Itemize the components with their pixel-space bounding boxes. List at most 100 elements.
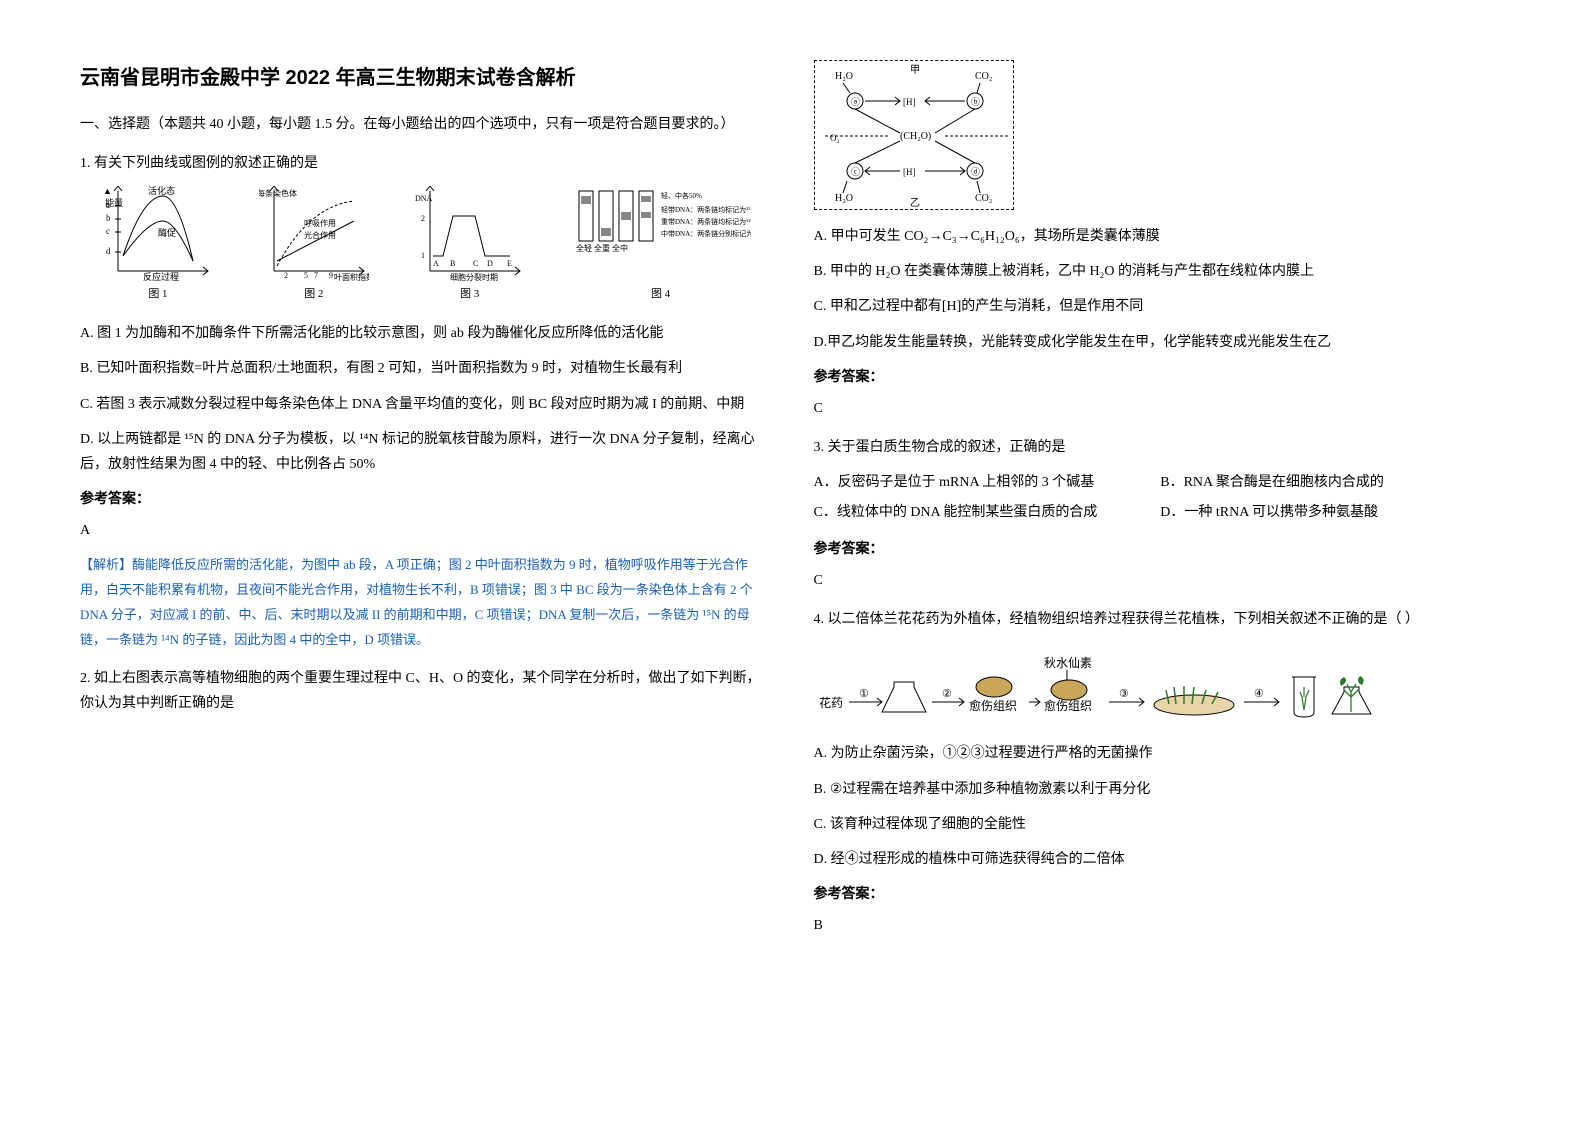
exam-title: 云南省昆明市金殿中学 2022 年高三生物期末试卷含解析	[80, 60, 774, 96]
section-1-header: 一、选择题（本题共 40 小题，每小题 1.5 分。在每小题给出的四个选项中，只…	[80, 112, 774, 137]
q1-option-c: C. 若图 3 表示减数分裂过程中每条染色体上 DNA 含量平均值的变化，则 B…	[80, 392, 774, 417]
q2-option-a: A. 甲中可发生 CO₂→C₃→C₆H₁₂O₆，其场所是类囊体薄膜	[814, 224, 1508, 249]
q2-option-c: C. 甲和乙过程中都有[H]的产生与消耗，但是作用不同	[814, 294, 1508, 319]
svg-text:O₂: O₂	[830, 133, 840, 143]
q2-body: 如上右图表示高等植物细胞的两个重要生理过程中 C、H、O 的变化，某个同学在分析…	[80, 671, 761, 711]
q1-option-d: D. 以上两链都是 ¹⁵N 的 DNA 分子为模板，以 ¹⁴N 标记的脱氧核苷酸…	[80, 427, 774, 477]
step-chart-icon: A B C D E DNA 2 1 细胞分裂时期	[415, 186, 525, 281]
q3-text: 3. 关于蛋白质生物合成的叙述，正确的是	[814, 435, 1508, 460]
figure-1: ▲ 能量 活化态 酶促 a b c d 反应过程 图 1	[103, 186, 213, 305]
question-1: 1. 有关下列曲线或图例的叙述正确的是 ▲ 能量 活化态 酶促 a	[80, 151, 774, 652]
svg-text:B: B	[450, 259, 455, 268]
q2-text: 2. 如上右图表示高等植物细胞的两个重要生理过程中 C、H、O 的变化，某个同学…	[80, 666, 774, 716]
svg-text:重带DNA：两条链均标记为¹⁴N: 重带DNA：两条链均标记为¹⁴N	[661, 217, 751, 226]
svg-text:CO₂: CO₂	[975, 193, 992, 204]
svg-text:7: 7	[314, 271, 318, 280]
q4-text: 4. 以二倍体兰花花药为外植体，经植物组织培养过程获得兰花植株，下列相关叙述不正…	[814, 607, 1508, 632]
q4-number: 4.	[814, 612, 825, 627]
q4-option-b: B. ②过程需在培养基中添加多种植物激素以利于再分化	[814, 777, 1508, 802]
svg-text:全轻 全重 全中: 全轻 全重 全中	[576, 243, 628, 253]
q3-option-a: A．反密码子是位于 mRNA 上相邻的 3 个碱基	[814, 470, 1161, 495]
line-chart-icon: 2 5 7 9 呼吸作用 光合作用 叶面积指数 每条染色体	[259, 186, 369, 281]
q3-number: 3.	[814, 440, 825, 455]
svg-text:轻、中各50%: 轻、中各50%	[661, 191, 702, 200]
q3-options: A．反密码子是位于 mRNA 上相邻的 3 个碱基 B．RNA 聚合酶是在细胞核…	[814, 470, 1508, 528]
figure-2: 2 5 7 9 呼吸作用 光合作用 叶面积指数 每条染色体 图 2	[259, 186, 369, 305]
q1-option-b: B. 已知叶面积指数=叶片总面积/土地面积，有图 2 可知，当叶面积指数为 9 …	[80, 356, 774, 381]
left-column: 云南省昆明市金殿中学 2022 年高三生物期末试卷含解析 一、选择题（本题共 4…	[80, 60, 774, 1062]
question-3: 3. 关于蛋白质生物合成的叙述，正确的是 A．反密码子是位于 mRNA 上相邻的…	[814, 435, 1508, 593]
svg-text:A: A	[433, 259, 439, 268]
svg-text:d: d	[106, 246, 111, 256]
svg-text:细胞分裂时期: 细胞分裂时期	[450, 272, 498, 281]
q4-option-d: D. 经④过程形成的植株中可筛选获得纯合的二倍体	[814, 847, 1508, 872]
svg-text:1: 1	[421, 251, 425, 260]
q4-option-a: A. 为防止杂菌污染，①②③过程要进行严格的无菌操作	[814, 741, 1508, 766]
svg-text:(CH₂O): (CH₂O)	[900, 131, 931, 142]
fig1-label: 图 1	[103, 285, 213, 305]
svg-text:光合作用: 光合作用	[304, 230, 336, 240]
svg-text:c: c	[106, 226, 110, 236]
q4-option-c: C. 该育种过程体现了细胞的全能性	[814, 812, 1508, 837]
svg-text:[H]: [H]	[903, 167, 916, 177]
svg-text:每条染色体: 每条染色体	[259, 188, 297, 198]
svg-text:ⓑ: ⓑ	[971, 97, 980, 107]
q3-option-b: B．RNA 聚合酶是在细胞核内合成的	[1160, 470, 1507, 495]
svg-text:2: 2	[284, 271, 288, 280]
q3-answer: C	[814, 568, 1508, 593]
fig2-label: 图 2	[259, 285, 369, 305]
question-2-start: 2. 如上右图表示高等植物细胞的两个重要生理过程中 C、H、O 的变化，某个同学…	[80, 666, 774, 716]
tube-diagram-icon: 全轻 全重 全中 轻、中各50% 轻带DNA：两条链均标记为¹⁵N 重带DNA：…	[571, 186, 751, 281]
q1-answer: A	[80, 518, 774, 543]
svg-text:2: 2	[421, 214, 425, 223]
figure-4: 全轻 全重 全中 轻、中各50% 轻带DNA：两条链均标记为¹⁵N 重带DNA：…	[571, 186, 751, 305]
q1-body: 有关下列曲线或图例的叙述正确的是	[94, 156, 318, 171]
svg-text:④: ④	[1254, 688, 1264, 700]
svg-text:[H]: [H]	[903, 97, 916, 107]
fig4-label: 图 4	[571, 285, 751, 305]
svg-text:ⓐ: ⓐ	[851, 97, 860, 107]
svg-text:③: ③	[1119, 688, 1129, 700]
q1-option-a: A. 图 1 为加酶和不加酶条件下所需活化能的比较示意图，则 ab 段为酶催化反…	[80, 321, 774, 346]
svg-text:反应过程: 反应过程	[143, 271, 179, 281]
q2-diagram: H₂O 甲 CO₂ ⓐ ⓑ [H] O₂ (CH₂O) ⓒ ⓓ	[814, 60, 1014, 210]
svg-text:乙: 乙	[910, 197, 920, 209]
svg-text:秋水仙素: 秋水仙素	[1044, 656, 1092, 670]
question-4: 4. 以二倍体兰花花药为外植体，经植物组织培养过程获得兰花植株，下列相关叙述不正…	[814, 607, 1508, 939]
q2-number: 2.	[80, 671, 91, 686]
svg-text:活化态: 活化态	[148, 186, 175, 196]
svg-text:D: D	[487, 259, 493, 268]
svg-text:DNA: DNA	[415, 194, 433, 203]
q4-body: 以二倍体兰花花药为外植体，经植物组织培养过程获得兰花植株，下列相关叙述不正确的是…	[828, 612, 1420, 627]
q3-option-c: C．线粒体中的 DNA 能控制某些蛋白质的合成	[814, 500, 1161, 525]
q1-figures: ▲ 能量 活化态 酶促 a b c d 反应过程 图 1	[80, 186, 774, 305]
q2-option-d: D.甲乙均能发生能量转换，光能转变成化学能发生在甲，化学能转变成光能发生在乙	[814, 330, 1508, 355]
metabolism-diagram-icon: H₂O 甲 CO₂ ⓐ ⓑ [H] O₂ (CH₂O) ⓒ ⓓ	[815, 61, 1015, 211]
svg-text:b: b	[106, 213, 111, 223]
q1-answer-label: 参考答案：	[80, 487, 774, 512]
svg-text:a: a	[106, 200, 110, 210]
svg-text:C: C	[473, 259, 478, 268]
svg-text:ⓓ: ⓓ	[971, 167, 980, 177]
q2-answer: C	[814, 396, 1508, 421]
svg-text:H₂O: H₂O	[835, 71, 853, 82]
right-column: H₂O 甲 CO₂ ⓐ ⓑ [H] O₂ (CH₂O) ⓒ ⓓ	[814, 60, 1508, 1062]
svg-text:①: ①	[859, 688, 869, 700]
q4-answer-label: 参考答案：	[814, 882, 1508, 907]
svg-text:甲: 甲	[910, 65, 920, 76]
q3-answer-label: 参考答案：	[814, 537, 1508, 562]
figure-3: A B C D E DNA 2 1 细胞分裂时期 图 3	[415, 186, 525, 305]
tissue-culture-flow-icon: 花药 ① ② 愈伤组织 秋水仙素 愈伤组织 ③	[814, 642, 1434, 722]
fig3-label: 图 3	[415, 285, 525, 305]
svg-text:ⓒ: ⓒ	[851, 167, 860, 177]
svg-text:9: 9	[329, 271, 333, 280]
svg-text:愈伤组织: 愈伤组织	[969, 698, 1017, 713]
svg-text:H₂O: H₂O	[835, 193, 853, 204]
svg-text:叶面积指数: 叶面积指数	[334, 272, 369, 281]
q1-number: 1.	[80, 156, 91, 171]
svg-text:花药: 花药	[819, 695, 843, 710]
question-2-options: A. 甲中可发生 CO₂→C₃→C₆H₁₂O₆，其场所是类囊体薄膜 B. 甲中的…	[814, 224, 1508, 421]
q2-option-b: B. 甲中的 H₂O 在类囊体薄膜上被消耗，乙中 H₂O 的消耗与产生都在线粒体…	[814, 259, 1508, 284]
svg-text:酶促: 酶促	[158, 227, 176, 238]
q2-answer-label: 参考答案：	[814, 365, 1508, 390]
